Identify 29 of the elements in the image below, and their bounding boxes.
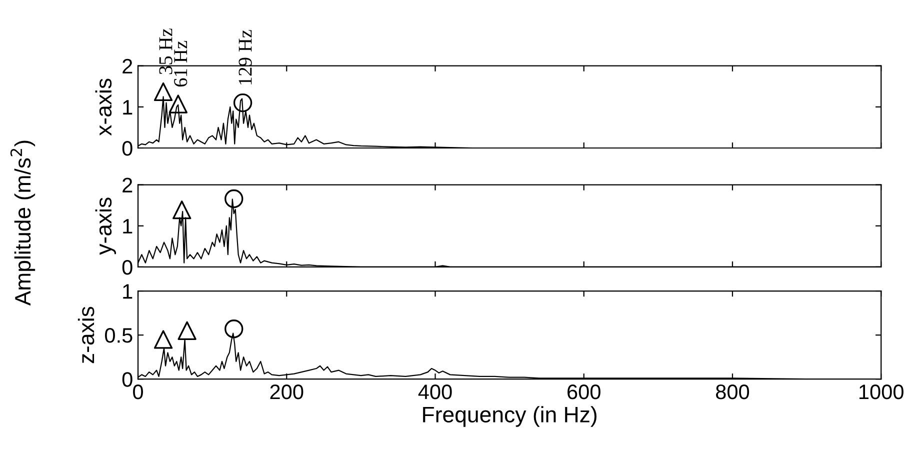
y-tick-label: 0 [122, 260, 132, 275]
y-tick-label: 1 [123, 219, 132, 234]
x-tick-label: 0 [133, 384, 143, 400]
point [154, 330, 173, 349]
x-tick-label: 400 [418, 384, 452, 400]
x-tick-label: 200 [270, 384, 304, 400]
y-tick-label: 0 [122, 141, 132, 156]
annotation: 61 Hz [174, 40, 188, 87]
y-tick-label: 1 [123, 284, 132, 299]
point [154, 82, 173, 102]
annotation: 35 Hz [159, 28, 172, 74]
point [224, 320, 244, 338]
x-tick-label: 800 [716, 384, 750, 400]
y-tick-label: 1 [123, 100, 132, 114]
point [168, 94, 188, 114]
y-axis-title: y-axis [95, 198, 116, 255]
annotation: 129 Hz [238, 30, 252, 84]
text: Amplitude (m/s$^{2}$) [10, 140, 36, 306]
y-tick-label: 0 [122, 372, 132, 387]
y-tick-label: 2 [122, 178, 132, 192]
point [178, 321, 196, 340]
x-axis-title: Frequency (in Hz) [423, 406, 596, 427]
x-tick-label: 600 [568, 384, 600, 400]
point [233, 93, 252, 112]
y-axis-title: x-axis [95, 78, 112, 136]
y-tick-label: 2 [122, 58, 132, 74]
y-axis-title: z-axis [78, 306, 94, 364]
x-tick-label: 1000 [860, 384, 904, 400]
y-tick-label: 0.5 [105, 328, 132, 343]
